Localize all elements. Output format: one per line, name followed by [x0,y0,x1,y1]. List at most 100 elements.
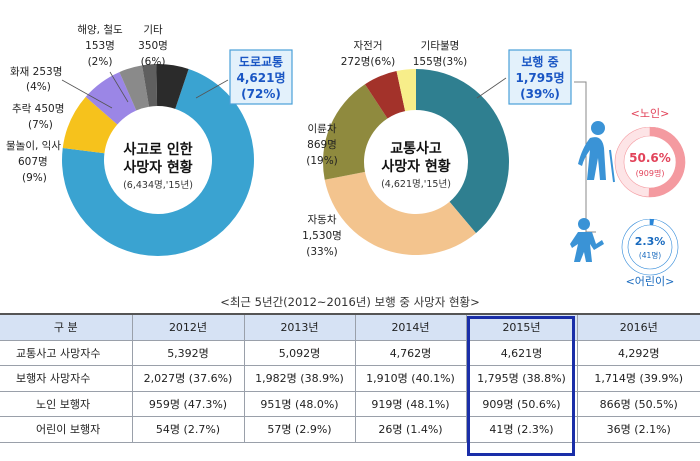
label-hwajae-pct: (4%) [26,81,51,93]
table-cell-count: 54명 [155,423,181,437]
label-haeyang-value: 153명 [85,40,115,52]
label-gitabulmyeong-name: 기타불명 [421,40,460,52]
label-gita-name: 기타 [143,24,163,36]
small-donut-elderly-value: (909명) [636,168,665,178]
table-cell-pct: (50.6%) [517,397,561,411]
table-col-header: 2016년 [576,313,700,341]
child-pedestrian-icon [570,218,604,262]
table-cell: 26명 (1.4%) [354,416,466,443]
table-row: 교통사고 사망자수 5,392명 5,092명 4,762명 4,621명 4,292명 [0,340,700,366]
table-cell-pct: (47.3%) [183,397,228,411]
table-cell: 2,027명 (37.6%) [131,365,244,392]
donut2-title-line1: 교통사고 [390,141,442,157]
table-cell-pct: (38.8%) [522,372,566,386]
table-col-header: 2015년 [465,313,577,341]
label-jadongcha-pct: (33%) [306,246,338,258]
callout-bohaeng-value: 1,795명 [516,71,565,85]
table-cell: 4,762명 [354,340,466,366]
callout-bohaeng-pct: (39%) [520,87,560,101]
table-cell: 959명 (47.3%) [131,391,244,417]
table-cell: 57명 (2.9%) [243,416,355,443]
table-cell-count: 2,027명 [143,372,186,386]
donut2-center: 교통사고 사망자 현황 (4,621명,'15년) [366,112,466,212]
elderly-pedestrian-icon [578,121,615,183]
table-row: 보행자 사망자수 2,027명 (37.6%) 1,982명 (38.9%) 1,91… [0,365,700,392]
donut2-subtitle: (4,621명,'15년) [381,179,451,190]
callout-bohaeng-name: 보행 중 [521,54,558,69]
table-cell: 909명 (50.6%) [465,391,577,417]
table-row: 노인 보행자 959명 (47.3%) 951명 (48.0%) 919명 (48.1… [0,391,700,417]
donut2-slice-0 [416,69,509,234]
table-cell: 4,621명 [465,340,577,366]
donut-accident-deaths [62,63,254,256]
donut-elderly-ratio [614,126,686,198]
table-cell-pct: (48.1%) [406,397,450,411]
table-caption: <최근 5년간(2012~2016년) 보행 중 사망자 현황> [220,295,480,309]
donut1-slice-0 [62,69,254,256]
label-gita-pct: (6%) [141,56,166,68]
callout-doro-box [229,49,293,105]
table-cell: 5,392명 [131,340,244,366]
table-row-label: 보행자 사망자수 [0,365,132,392]
table-cell-count: 919명 [371,397,403,411]
label-jadongcha-name: 자동차 [308,214,337,226]
table-cell: 866명 (50.5%) [576,391,700,417]
table-cell-count: 4,292명 [617,346,660,360]
table-col-header: 2012년 [131,313,244,341]
table-cell: 1,910명 (40.1%) [354,365,466,392]
table-cell: 54명 (2.7%) [131,416,244,443]
table-cell-pct: (48.0%) [295,397,339,411]
table-cell-count: 5,092명 [278,346,321,360]
table-cell-count: 951명 [260,397,292,411]
table-cell-pct: (1.4%) [406,423,443,437]
table-cell: 36명 (2.1%) [576,416,700,443]
table-cell-count: 4,621명 [500,346,543,360]
small-donut-elderly-pct: 50.6% [629,151,671,165]
table-cell: 5,092명 [243,340,355,366]
table-col-header: 2013년 [243,313,355,341]
table-row-label: 어린이 보행자 [0,416,132,443]
table-cell: 951명 (48.0%) [243,391,355,417]
label-haeyang-name: 해양, 철도 [77,23,123,36]
small-donut-elderly-title: <노인> [631,107,670,120]
table-cell-count: 26명 [378,423,403,437]
table-col-header: 구 분 [0,313,132,341]
label-gita-value: 350명 [138,40,168,52]
table-cell-count: 1,714명 [594,372,637,386]
donut2-slice-1 [324,171,476,255]
table-cell-pct: (37.6%) [188,372,233,386]
table-cell: 4,292명 [576,340,700,366]
donut2-slice-2 [323,84,388,180]
donut1-slice-5 [156,63,189,109]
table-cell-count: 5,392명 [167,346,209,360]
donut1-slice-2 [85,72,137,125]
table-col-header: 2014년 [354,313,466,341]
donut1-labels: 해양, 철도 153명 (2%) 기타 350명 (6%) 화재 253명 (4… [6,23,293,184]
callout-doro-value: 4,621명 [237,71,286,85]
label-iryunja-value: 869명 [307,139,337,151]
table-cell-count: 41명 [489,423,514,437]
table-cell-count: 1,910명 [366,372,408,386]
table-cell-pct: (2.7%) [183,423,221,437]
donut1-center: 사고로 인한 사망자 현황 (6,434명,'15년) [106,108,210,212]
table-cell-pct: (40.1%) [411,372,455,386]
table-cell-count: 866명 [599,397,631,411]
table-cell-count: 57명 [267,423,292,437]
label-mulnori-value: 607명 [18,156,48,168]
callout-doro-name: 도로교통 [239,54,283,69]
donut1-title-line2: 사망자 현황 [123,159,192,176]
donut1-title-line1: 사고로 인한 [123,141,192,158]
small-donut-child-value: (41명) [639,250,661,260]
table-cell-count: 1,795명 [477,372,519,386]
pedestrian-deaths-table: 구 분 2012년 2013년 2014년 2015년 2016년 교통사고 사망자수 5,… [0,313,700,443]
small-donut-child-pct: 2.3% [635,235,666,248]
child-ring-filled [650,219,655,226]
donut2-slice-3 [364,71,406,119]
donut2-slice-4 [396,69,416,112]
donut1-slice-4 [142,64,158,107]
label-jadongcha-value: 1,530명 [302,230,342,242]
child-ring-rest [621,218,679,276]
elderly-ring-filled [648,127,685,197]
donut1-slice-3 [119,65,150,111]
table-cell: 919명 (48.1%) [354,391,466,417]
